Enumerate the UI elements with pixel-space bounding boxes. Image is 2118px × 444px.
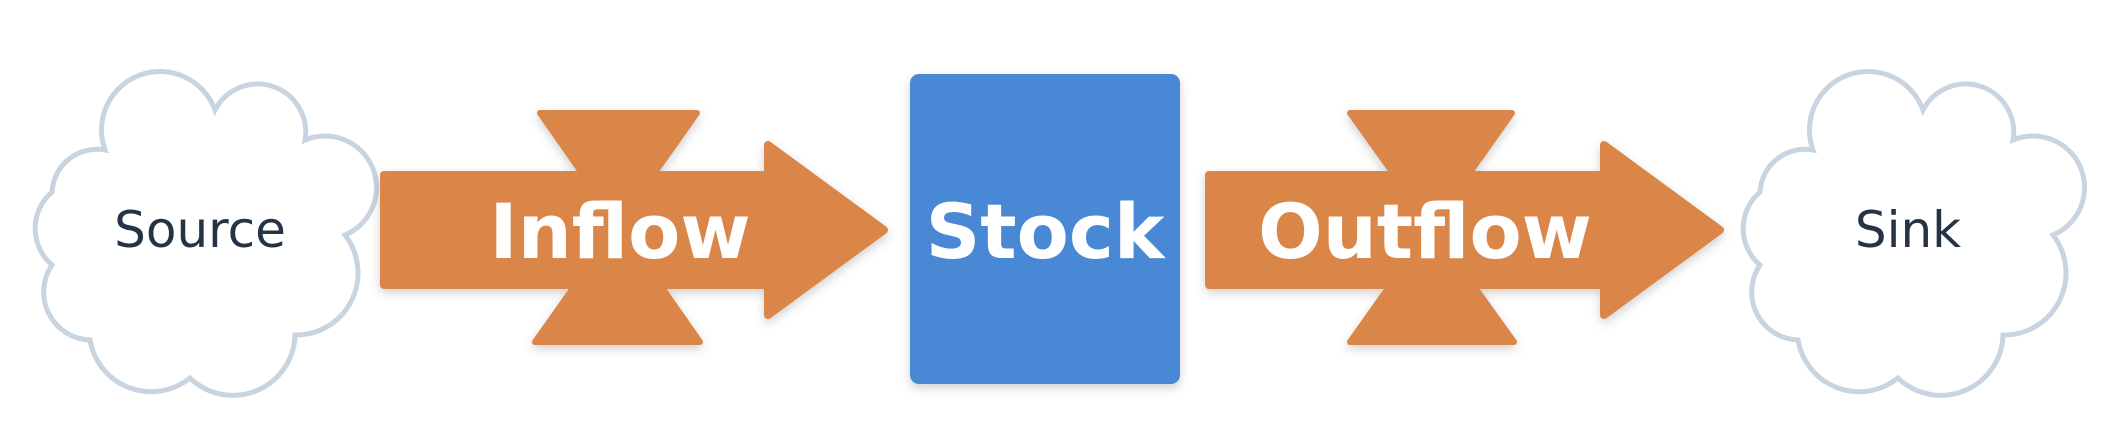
inflow-label: Inflow bbox=[489, 187, 750, 276]
stock-label: Stock bbox=[926, 187, 1166, 276]
sink-label: Sink bbox=[1855, 201, 1961, 259]
outflow bbox=[1205, 110, 1724, 345]
sink-cloud: Sink bbox=[1743, 71, 2084, 395]
outflow-valve-icon bbox=[1347, 110, 1517, 345]
inflow-arrow bbox=[380, 141, 888, 319]
source-label: Source bbox=[114, 201, 286, 259]
source-cloud: Source bbox=[35, 71, 376, 395]
outflow-arrow bbox=[1205, 141, 1724, 319]
inflow-valve-icon bbox=[532, 110, 703, 345]
stock: Stock bbox=[910, 74, 1180, 384]
outflow-label: Outflow bbox=[1258, 187, 1592, 276]
inflow bbox=[380, 110, 888, 345]
stock-box bbox=[910, 74, 1180, 384]
